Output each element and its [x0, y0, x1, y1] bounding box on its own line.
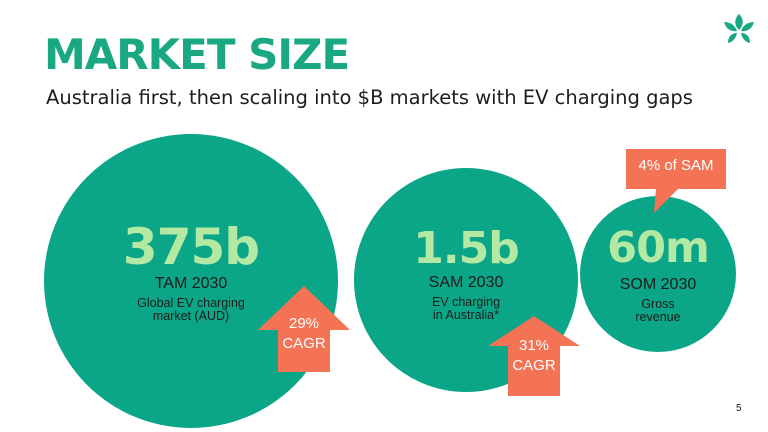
som-description-line: revenue: [635, 310, 681, 324]
sam-circle: 1.5b SAM 2030 EV charging in Australia*: [354, 168, 578, 392]
tam-growth-arrow: 29% CAGR: [258, 286, 350, 372]
tam-description-line: market (AUD): [152, 309, 230, 323]
tam-description-line: Global EV charging: [137, 296, 245, 310]
sam-cagr-percent: 31%: [518, 337, 550, 354]
page-subtitle: Australia first, then scaling into $B ma…: [46, 86, 693, 109]
tam-circle: 375b TAM 2030 Global EV charging market …: [44, 134, 338, 428]
page-number: 5: [736, 403, 742, 414]
som-circle: 60m SOM 2030 Gross revenue: [580, 196, 736, 352]
som-share-callout: 4% of SAM: [626, 149, 726, 215]
som-label: SOM 2030: [619, 276, 697, 293]
tam-description: Global EV charging market (AUD): [44, 297, 338, 323]
sam-description: EV charging in Australia*: [354, 296, 578, 322]
page-title: MARKET SIZE: [44, 30, 350, 79]
sam-description-line: in Australia*: [432, 308, 499, 322]
som-share-text: 4% of SAM: [638, 157, 714, 174]
tam-value: 375b: [122, 218, 260, 276]
sam-growth-text: 31% CAGR: [488, 336, 580, 376]
som-description-line: Gross: [641, 297, 675, 311]
tam-growth-text: 29% CAGR: [258, 314, 350, 354]
sam-growth-arrow: 31% CAGR: [488, 316, 580, 396]
som-description: Gross revenue: [580, 298, 736, 324]
tam-cagr-percent: 29%: [288, 315, 320, 332]
sam-value: 1.5b: [413, 223, 519, 274]
sam-cagr-label: CAGR: [512, 357, 556, 374]
sam-label: SAM 2030: [428, 274, 504, 291]
tam-cagr-label: CAGR: [282, 335, 326, 352]
tam-label: TAM 2030: [154, 275, 228, 292]
leaf-logo-icon: [720, 10, 758, 48]
sam-description-line: EV charging: [431, 295, 501, 309]
som-value: 60m: [607, 223, 710, 273]
